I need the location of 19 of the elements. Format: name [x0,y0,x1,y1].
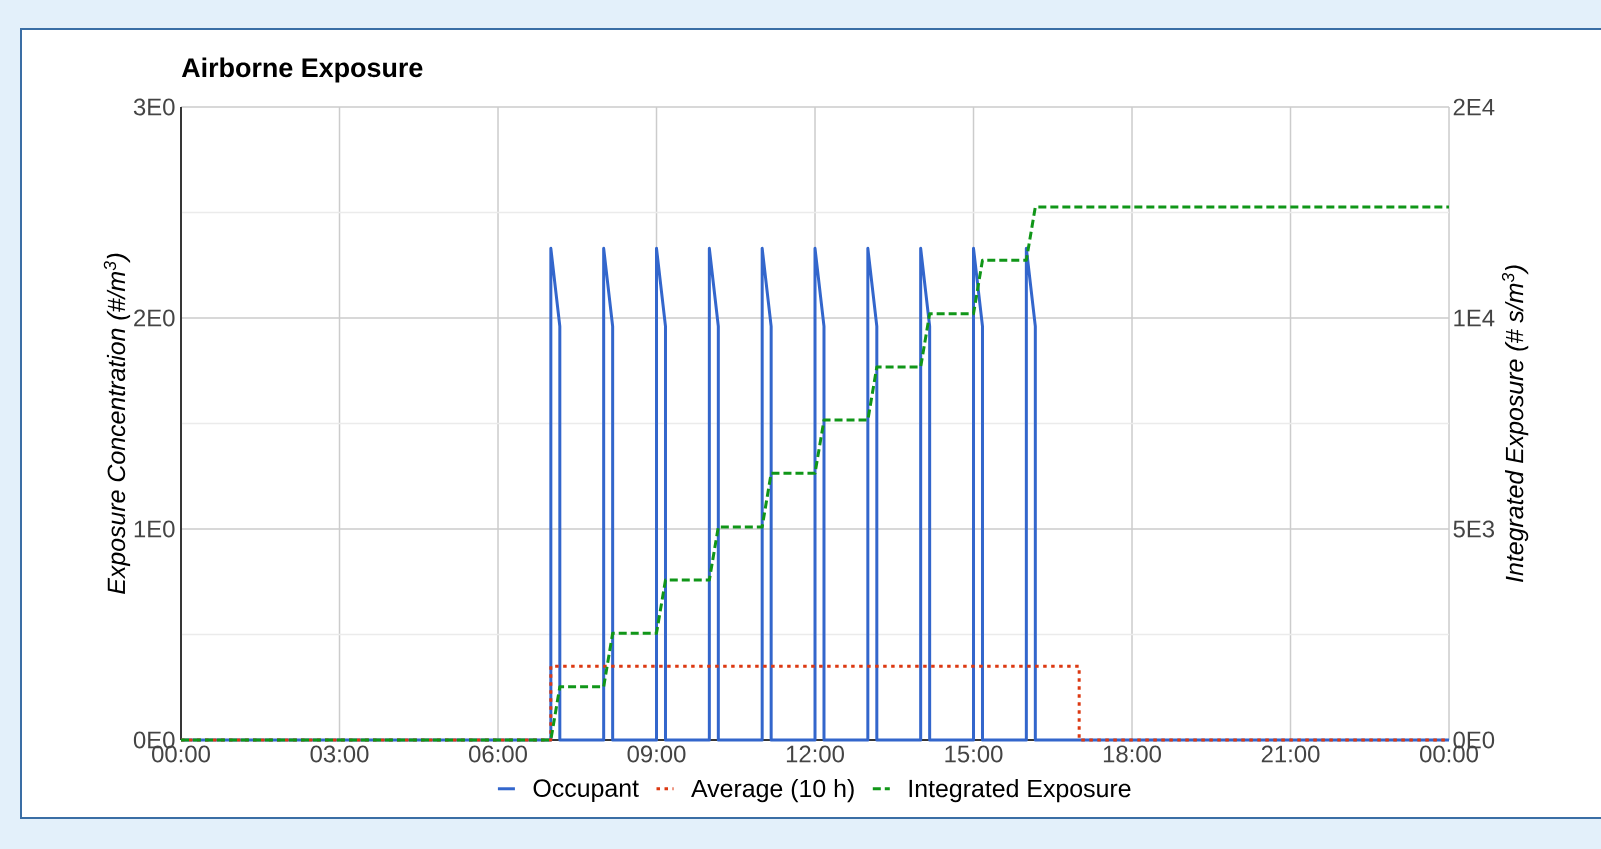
chart-title: Airborne Exposure [181,57,423,83]
y2-tick-label: 1E4 [1454,309,1495,327]
y2-tick-label: 5E3 [1453,520,1495,538]
legend-label: Integrated Exposure [909,779,1131,803]
y2-axis-title: Integrated Exposure (# s/m$^{3}$) [1501,265,1529,582]
y2-tick-label: 2E4 [1453,98,1495,116]
x-tick-label: 09:00 [627,745,686,763]
legend-label: Average (10 h) [691,779,854,803]
x-tick-label: 21:00 [1261,745,1320,763]
x-tick-label: 12:00 [786,745,844,763]
x-tick-label: 15:00 [945,745,1003,763]
x-tick-label: 03:00 [310,745,369,763]
y-axis-title: Exposure Concentration (#/m$^{3}$) [103,253,131,594]
y-tick-label: 2E0 [134,309,175,327]
x-tick-label: 06:00 [469,745,527,763]
y-tick-label: 1E0 [134,520,175,538]
y-tick-label: 3E0 [133,98,175,116]
legend-label: Occupant [533,779,639,802]
x-tick-label: 18:00 [1103,745,1161,763]
